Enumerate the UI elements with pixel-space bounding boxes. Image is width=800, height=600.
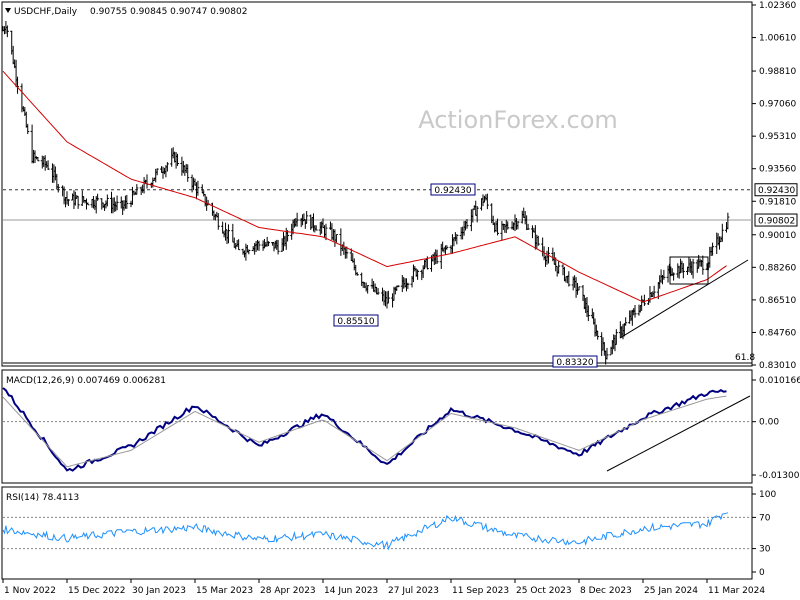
rsi-axis-label: 70 <box>759 513 771 523</box>
price-axis-marker-box <box>754 213 798 227</box>
price-axis-marker-text: 0.90802 <box>758 217 795 227</box>
price-label-box <box>430 183 476 196</box>
price-header: USDCHF,Daily 0.90755 0.90845 0.90747 0.9… <box>5 7 247 17</box>
price-axis-label: 0.98810 <box>759 67 796 77</box>
rsi-axis-label: 100 <box>759 490 776 500</box>
rsi-plot <box>2 512 752 551</box>
moving-average-line <box>2 70 727 303</box>
price-axis-label: 0.83010 <box>759 361 796 371</box>
time-axis-label: 11 Mar 2024 <box>708 586 765 596</box>
macd-axis-label: 0.00 <box>759 418 779 428</box>
price-label-text: 0.85510 <box>337 317 374 327</box>
price-axis-label: 1.02360 <box>759 1 796 11</box>
price-axis-label: 0.93560 <box>759 165 796 175</box>
collapse-triangle-icon[interactable] <box>5 8 11 13</box>
rsi-axis-label: 0 <box>759 568 765 578</box>
time-axis-label: 25 Oct 2023 <box>516 586 572 596</box>
price-axis-label: 0.90010 <box>759 231 796 241</box>
time-axis-label: 25 Jan 2024 <box>644 586 698 596</box>
time-axis-label: 28 Apr 2023 <box>260 586 316 596</box>
price-axis-marker-box <box>754 183 798 197</box>
time-axis-label: 14 Jun 2023 <box>324 586 378 596</box>
macd-line <box>2 387 727 472</box>
price-label-text: 0.83320 <box>556 358 593 368</box>
price-axis-label: 0.91810 <box>759 197 796 207</box>
macd-header: MACD(12,26,9) 0.007469 0.006281 <box>6 376 166 386</box>
time-axis-label: 15 Mar 2023 <box>196 586 253 596</box>
ohlc-values: 0.90755 0.90845 0.90747 0.90802 <box>90 7 247 17</box>
price-axis-marker-text: 0.92430 <box>758 186 795 196</box>
time-axis-label: 8 Dec 2023 <box>580 586 632 596</box>
macd-trendline <box>606 395 751 472</box>
macd-axis-label: 0.010166 <box>759 376 800 386</box>
rsi-axis-label: 30 <box>759 545 771 555</box>
price-panel-frame <box>1 1 753 367</box>
time-axis-label: 1 Nov 2022 <box>4 586 56 596</box>
rsi-panel-frame <box>1 486 753 580</box>
watermark-text: ActionForex.com <box>418 106 618 134</box>
consolidation-box <box>669 256 709 285</box>
time-axis-label: 27 Jul 2023 <box>388 586 439 596</box>
macd-signal-line <box>2 395 727 468</box>
price-label-box <box>552 355 598 368</box>
price-plot: 0.92430 0.85510 0.83320 61.8 <box>1 21 755 368</box>
price-label-box <box>333 314 379 327</box>
time-axis-label: 15 Dec 2022 <box>68 586 126 596</box>
macd-panel-frame <box>1 369 753 484</box>
price-axis-label: 0.88260 <box>759 263 796 273</box>
price-axis-label: 0.95310 <box>759 132 796 142</box>
time-axis-label: 30 Jan 2023 <box>132 586 186 596</box>
rsi-line <box>2 512 729 551</box>
time-axis-label: 11 Sep 2023 <box>452 586 509 596</box>
price-axis-label: 0.97060 <box>759 100 796 110</box>
macd-axis-label: -0.013006 <box>759 471 800 481</box>
symbol-label: USDCHF,Daily <box>14 7 78 17</box>
price-axis-label: 1.00610 <box>759 34 796 44</box>
price-axis-label: 0.84760 <box>759 328 796 338</box>
macd-plot <box>2 387 752 472</box>
price-label-text: 0.92430 <box>434 186 471 196</box>
price-trendline <box>619 259 749 339</box>
fib-label: 61.8 <box>735 353 755 363</box>
price-axis-label: 0.86510 <box>759 296 796 306</box>
rsi-header: RSI(14) 78.4113 <box>6 493 79 503</box>
